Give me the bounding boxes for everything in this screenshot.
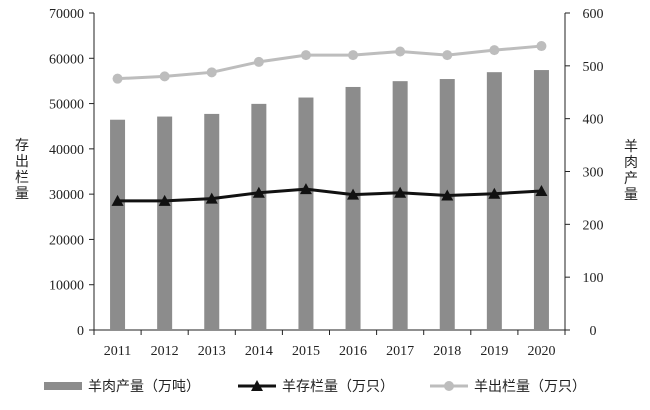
point-marker	[535, 184, 548, 196]
point-marker	[253, 56, 264, 67]
x-tick-label: 2014	[245, 344, 273, 359]
point-marker	[488, 187, 501, 199]
legend-marker	[251, 380, 263, 391]
right-axis-title: 羊肉产量	[624, 139, 638, 203]
right-tick-label: 100	[583, 271, 604, 286]
bar	[439, 79, 455, 331]
right-tick-label: 300	[583, 166, 604, 181]
x-tick-label: 2011	[104, 344, 131, 359]
legend-swatch-bar	[44, 382, 82, 390]
bar	[251, 103, 267, 330]
point-marker	[252, 186, 265, 198]
bar	[298, 97, 314, 331]
point-marker	[348, 50, 359, 61]
x-tick-label: 2017	[386, 344, 414, 359]
point-marker	[111, 194, 124, 206]
bar	[204, 113, 220, 330]
point-marker	[347, 188, 360, 200]
right-tick-label: 500	[583, 60, 604, 75]
bar	[110, 119, 126, 331]
series-line	[117, 187, 542, 203]
point-marker	[158, 194, 171, 206]
point-marker	[300, 50, 311, 61]
point-marker	[441, 189, 454, 201]
x-tick-label: 2013	[198, 344, 226, 359]
bar	[345, 86, 361, 330]
bar	[486, 72, 502, 330]
legend-marker	[444, 381, 454, 391]
legend-label: 羊出栏量（万只）	[474, 379, 586, 395]
bar	[392, 81, 408, 330]
right-tick-label: 400	[583, 113, 604, 128]
point-marker	[299, 183, 312, 195]
point-marker	[112, 73, 123, 84]
left-tick-label: 50000	[49, 98, 84, 113]
legend-label: 羊存栏量（万只）	[282, 379, 394, 395]
point-marker	[489, 45, 500, 56]
left-tick-label: 30000	[49, 188, 84, 203]
right-tick-label: 0	[590, 324, 597, 339]
x-tick-label: 2015	[292, 344, 320, 359]
left-tick-label: 70000	[49, 7, 84, 22]
left-tick-label: 60000	[49, 52, 84, 67]
x-tick-label: 2018	[433, 344, 461, 359]
axes	[89, 12, 570, 335]
tick-labels: 0 10000 20000 30000 40000 50000 60000 70000 0 100…	[49, 7, 604, 359]
legend: 羊肉产量（万吨） 羊存栏量（万只） 羊出栏量（万只）	[44, 379, 586, 395]
left-tick-label: 0	[77, 324, 84, 339]
point-marker	[395, 46, 406, 57]
x-tick-label: 2016	[339, 344, 367, 359]
legend-label: 羊肉产量（万吨）	[88, 379, 200, 395]
right-tick-label: 600	[583, 7, 604, 22]
line-series	[111, 41, 548, 206]
point-marker	[205, 192, 218, 204]
point-marker	[206, 67, 217, 78]
right-tick-label: 200	[583, 218, 604, 233]
left-axis-title: 存出栏量	[15, 138, 29, 202]
x-tick-label: 2012	[151, 344, 179, 359]
point-marker	[536, 41, 547, 52]
x-tick-label: 2020	[527, 344, 555, 359]
point-marker	[442, 50, 453, 61]
x-tick-label: 2019	[480, 344, 508, 359]
point-marker	[394, 186, 407, 198]
bar-series	[110, 70, 549, 331]
left-tick-label: 40000	[49, 143, 84, 158]
left-tick-label: 20000	[49, 233, 84, 248]
left-tick-label: 10000	[49, 279, 84, 294]
bar	[533, 70, 549, 330]
point-marker	[159, 71, 170, 82]
series-line	[117, 44, 542, 81]
bar	[157, 116, 173, 330]
